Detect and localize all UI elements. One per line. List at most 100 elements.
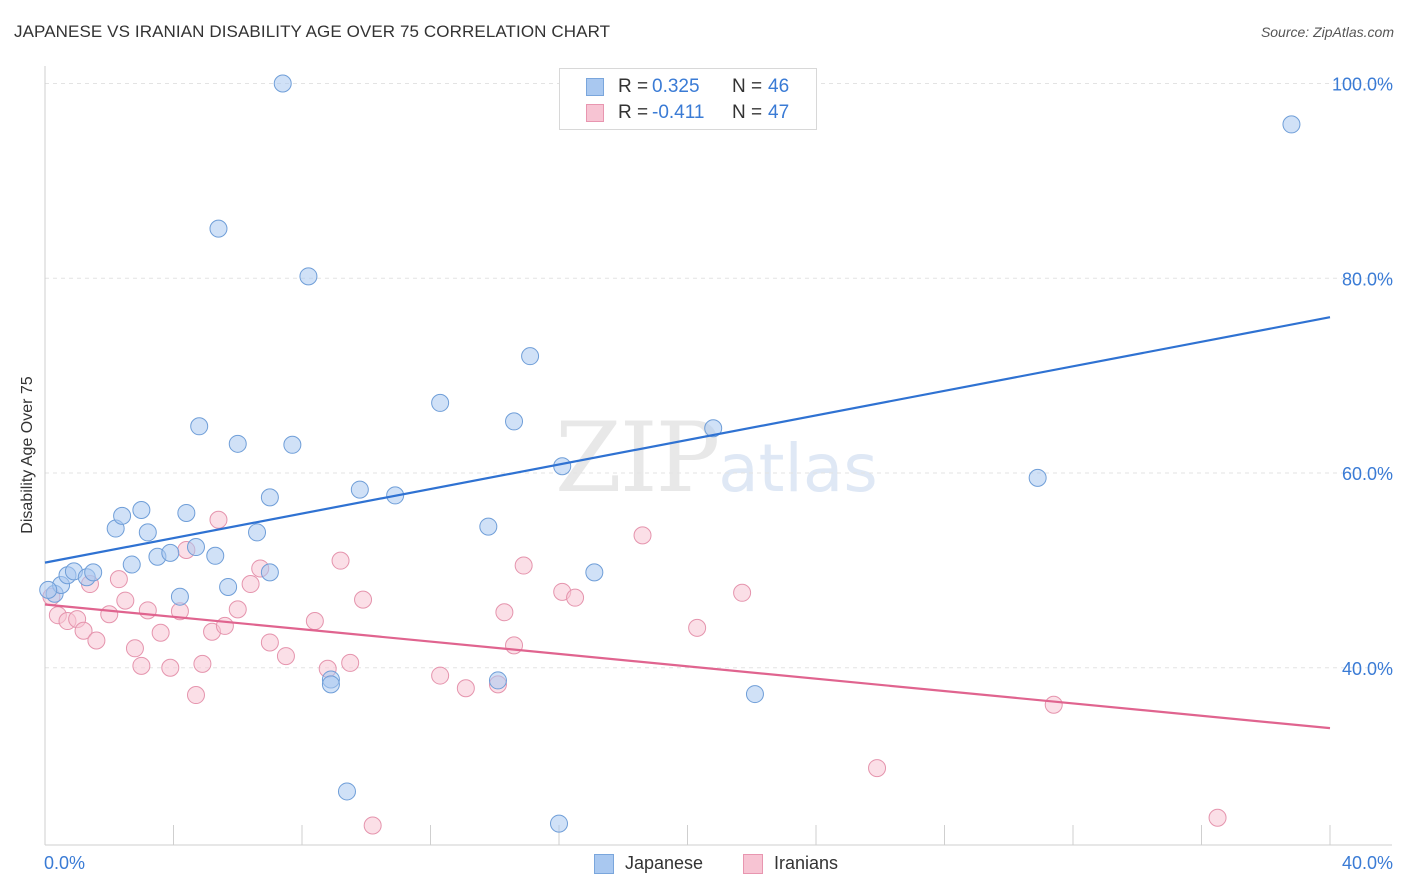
data-point-japanese [260, 563, 279, 582]
legend-n-label: N = [732, 76, 763, 97]
data-point-japanese [248, 523, 267, 542]
data-point-japanese [505, 412, 524, 431]
data-point-iranians [495, 603, 514, 622]
x-tick-label: 40.0% [1342, 853, 1393, 873]
data-point-japanese [170, 587, 189, 606]
data-point-iranians [505, 636, 524, 655]
axes [44, 66, 1392, 846]
data-point-iranians [215, 616, 234, 635]
data-point-iranians [341, 653, 360, 672]
data-point-iranians [87, 631, 106, 650]
data-point-iranians [228, 600, 247, 619]
legend-n-label: N = [732, 102, 763, 123]
data-point-iranians [1208, 808, 1227, 827]
legend-swatch-iranians [586, 104, 604, 122]
data-point-iranians [193, 654, 212, 673]
legend-r-value: 0.325 [652, 76, 700, 97]
y-tick-label: 100.0% [1332, 75, 1393, 95]
legend-r-label: R = [618, 102, 649, 123]
data-point-japanese [122, 555, 141, 574]
data-point-japanese [321, 675, 340, 694]
trend-lines [44, 316, 1331, 730]
watermark-zip: ZIP [555, 402, 720, 514]
trend-line-iranians [44, 603, 1331, 730]
data-point-iranians [431, 666, 450, 685]
data-point-japanese [745, 685, 764, 704]
data-point-japanese [488, 671, 507, 690]
data-point-iranians [109, 570, 128, 589]
data-point-japanese [273, 74, 292, 93]
data-point-iranians [633, 526, 652, 545]
data-point-japanese [431, 393, 450, 412]
data-point-japanese [209, 219, 228, 238]
series-iranians [42, 510, 1227, 835]
legend-swatch-japanese [586, 78, 604, 96]
data-point-iranians [456, 679, 475, 698]
data-point-japanese [521, 347, 540, 366]
chart-title: JAPANESE VS IRANIAN DISABILITY AGE OVER … [14, 22, 611, 41]
legend-r-value: -0.411 [652, 102, 705, 123]
legend-n-value: 46 [768, 76, 790, 97]
data-point-iranians [74, 621, 93, 640]
legend-row-iranians: R = -0.411 N = 47 [560, 100, 816, 126]
data-point-iranians [276, 647, 295, 666]
y-tick-label: 60.0% [1342, 464, 1393, 484]
data-point-iranians [100, 605, 119, 624]
legend-row-japanese: R = 0.325 N = 46 [560, 74, 816, 100]
data-point-japanese [260, 488, 279, 507]
data-point-japanese [84, 563, 103, 582]
data-point-japanese [177, 503, 196, 522]
data-point-japanese [553, 457, 572, 476]
watermark: ZIPatlas [555, 402, 878, 514]
data-point-japanese [283, 435, 302, 454]
data-point-iranians [354, 590, 373, 609]
data-point-japanese [704, 419, 723, 438]
data-point-iranians [868, 759, 887, 778]
data-point-iranians [331, 551, 350, 570]
data-point-japanese [550, 814, 568, 833]
data-point-iranians [688, 618, 707, 637]
data-point-iranians [116, 591, 135, 610]
series-legend-label-iranians: Iranians [774, 853, 839, 873]
data-point-japanese [206, 546, 225, 565]
data-point-japanese [138, 523, 157, 542]
data-point-japanese [132, 501, 151, 520]
legend-n-value: 47 [768, 102, 790, 123]
data-point-japanese [350, 480, 369, 499]
data-point-iranians [241, 575, 260, 594]
data-point-japanese [186, 538, 205, 557]
data-point-iranians [138, 601, 157, 620]
data-point-japanese [190, 417, 209, 436]
tick-labels: 40.0% 60.0% 80.0% 100.0% 0.0% 40.0% [44, 75, 1393, 873]
data-point-iranians [209, 510, 228, 529]
data-point-japanese [1282, 115, 1301, 134]
legend-r-label: R = [618, 76, 649, 97]
data-point-iranians [186, 686, 205, 705]
watermark-atlas: atlas [718, 430, 878, 507]
source-label: Source: ZipAtlas.com [1260, 24, 1394, 40]
data-point-iranians [363, 816, 382, 835]
data-point-iranians [305, 612, 324, 631]
correlation-legend: R = 0.325 N = 46 R = -0.411 N = 47 [559, 68, 817, 130]
data-point-iranians [514, 556, 533, 575]
data-point-japanese [219, 577, 238, 596]
data-point-japanese [337, 782, 356, 801]
y-tick-label: 40.0% [1342, 659, 1393, 679]
series-legend-swatch-iranians [743, 854, 763, 874]
data-point-japanese [39, 580, 58, 599]
data-point-japanese [479, 517, 498, 536]
data-point-iranians [260, 633, 279, 652]
data-point-japanese [1028, 468, 1047, 487]
data-point-iranians [566, 588, 585, 607]
series-legend-label-japanese: Japanese [625, 853, 704, 873]
data-point-japanese [228, 434, 247, 453]
data-point-iranians [1044, 695, 1063, 714]
trend-line-japanese [44, 316, 1331, 564]
data-point-iranians [733, 583, 752, 602]
data-point-iranians [125, 639, 144, 658]
series-legend-swatch-japanese [594, 854, 614, 874]
data-point-iranians [151, 623, 170, 642]
data-point-japanese [113, 506, 132, 525]
data-point-japanese [161, 543, 180, 562]
